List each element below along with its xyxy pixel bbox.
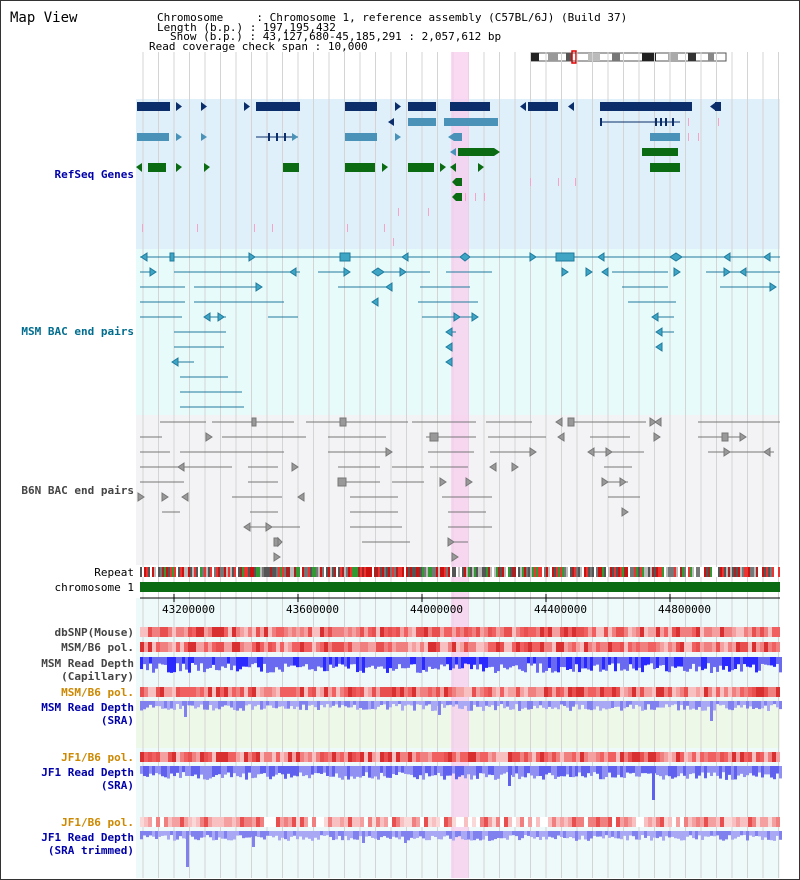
b6n-bac-pairs[interactable] [137, 417, 780, 562]
repeat-label[interactable]: Repeat [94, 566, 134, 579]
repeat-track[interactable] [140, 567, 780, 577]
dbsnp-label[interactable]: dbSNP(Mouse) [54, 626, 134, 639]
chromosome-bar[interactable] [140, 582, 780, 592]
jf1-b6-pol-label[interactable]: JF1/B6 pol. [61, 751, 134, 764]
msm-read-depth-sra-sub: (SRA) [100, 714, 134, 727]
show-info-row: Show (b.p.) : 43,127,680-45,185,291 : 2,… [170, 30, 502, 43]
coverage-value: 10,000 [327, 40, 368, 53]
page-title: Map View [10, 10, 78, 26]
jf1-read-depth-sra-sub: (SRA) [100, 779, 134, 792]
refseq-genes-label[interactable]: RefSeq Genes [54, 168, 134, 181]
jf1-read-depth-trimmed-label[interactable]: JF1 Read Depth [41, 831, 134, 844]
msm-bac-label[interactable]: MSM BAC end pairs [21, 325, 134, 338]
msm-read-depth-capillary-sub: (Capillary) [61, 670, 134, 683]
chromosome-label[interactable]: chromosome 1 [54, 581, 134, 594]
variation-tracks[interactable] [140, 627, 782, 867]
msm-read-depth-capillary-label[interactable]: MSM Read Depth [41, 657, 134, 670]
axis-tick-label: 44800000 [658, 603, 711, 616]
position-axis [140, 594, 780, 602]
coverage-label: Read coverage check span [149, 40, 308, 53]
axis-tick-label: 44400000 [534, 603, 587, 616]
jf1-read-depth-sra-label[interactable]: JF1 Read Depth [41, 766, 134, 779]
axis-tick-label: 43200000 [162, 603, 215, 616]
coverage-info-row: Read coverage check span : 10,000 [149, 40, 368, 53]
chromosome-label: Chromosome [157, 11, 250, 24]
length-value: 197,195,432 [262, 21, 336, 34]
ideogram-region-marker [571, 50, 577, 64]
msm-b6-pol-sra-label[interactable]: MSM/B6 pol. [61, 686, 134, 699]
msm-b6-pol-label[interactable]: MSM/B6 pol. [61, 641, 134, 654]
chromosome-info-row: Chromosome : Chromosome 1, reference ass… [157, 11, 628, 24]
jf1-read-depth-trimmed-sub: (SRA trimmed) [47, 844, 134, 857]
length-info-row: Length (b.p.) : 197,195,432 [157, 21, 336, 34]
msm-read-depth-sra-label[interactable]: MSM Read Depth [41, 701, 134, 714]
length-label: Length (b.p.) [157, 21, 244, 34]
refseq-genes[interactable] [136, 102, 721, 246]
axis-tick-label: 44000000 [410, 603, 463, 616]
chromosome-ideogram[interactable] [530, 50, 727, 64]
b6n-bac-label[interactable]: B6N BAC end pairs [21, 484, 134, 497]
msm-bac-pairs[interactable] [140, 252, 780, 408]
show-value: 43,127,680-45,185,291 : 2,057,612 bp [262, 30, 502, 43]
jf1-b6-pol-2-label[interactable]: JF1/B6 pol. [61, 816, 134, 829]
axis-tick-label: 43600000 [286, 603, 339, 616]
show-label: Show (b.p.) [170, 30, 243, 43]
chromosome-value: Chromosome 1, reference assembly (C57BL/… [269, 11, 628, 24]
grid-lines [142, 52, 779, 878]
